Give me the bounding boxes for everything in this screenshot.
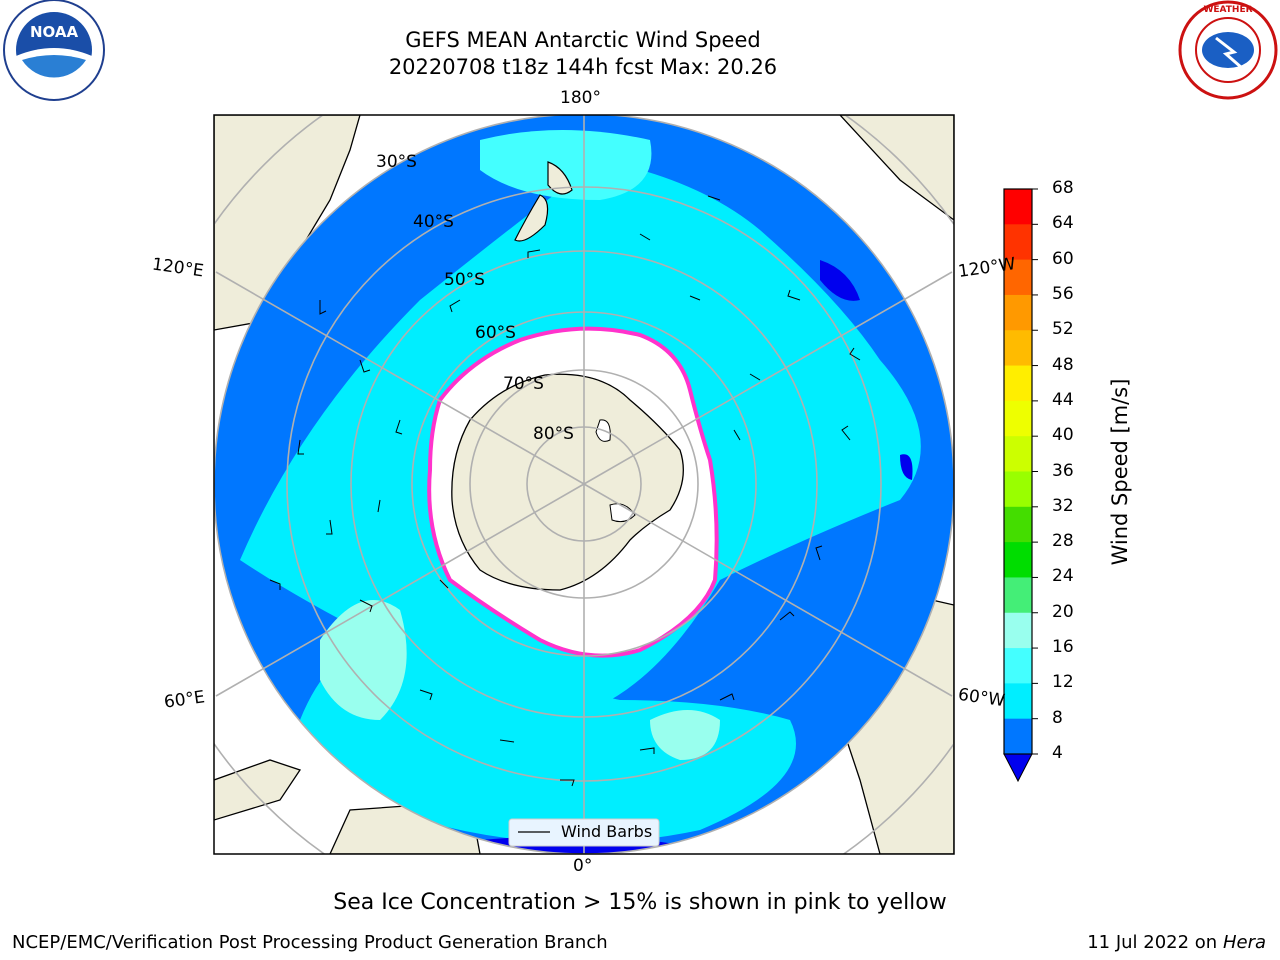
colorbar-segment	[1004, 471, 1032, 508]
colorbar-tick-label: 52	[1052, 319, 1074, 340]
colorbar-tick-label: 32	[1052, 495, 1074, 516]
colorbar-segment	[1004, 683, 1032, 720]
map-subtitle: 20220708 t18z 144h fcst Max: 20.26	[388, 55, 778, 79]
wind-shade-12	[480, 130, 652, 200]
colorbar-segment	[1004, 718, 1032, 755]
colorbar-segment	[1004, 577, 1032, 614]
svg-text:NOAA: NOAA	[30, 23, 79, 41]
colorbar-label: Wind Speed [m/s]	[1108, 378, 1132, 566]
lat-label-50s: 50°S	[444, 270, 485, 290]
wind-barbs	[269, 195, 861, 787]
colorbar-tick-label: 44	[1052, 389, 1074, 410]
colorbar-segment	[1004, 436, 1032, 472]
colorbar-segment	[1004, 294, 1032, 331]
sea-ice-note: Sea Ice Concentration > 15% is shown in …	[333, 890, 947, 915]
colorbar-segment	[1004, 506, 1032, 543]
colorbar-segment	[1004, 400, 1032, 437]
lon-label-0: 0°	[573, 856, 593, 876]
legend-label: Wind Barbs	[561, 822, 653, 841]
colorbar-segment	[1004, 259, 1032, 296]
footer-timestamp: 11 Jul 2022 on Hera	[1087, 932, 1266, 953]
colorbar-segment	[1004, 365, 1032, 402]
map-title: GEFS MEAN Antarctic Wind Speed	[405, 28, 761, 52]
colorbar-tick-label: 56	[1052, 283, 1074, 304]
colorbar-segment	[1004, 330, 1032, 367]
lat-label-70s: 70°S	[503, 374, 544, 394]
colorbar-tick-label: 20	[1052, 601, 1074, 622]
legend-box	[508, 818, 660, 847]
map-frame	[213, 114, 955, 855]
graticule	[214, 115, 954, 854]
colorbar-tick-label: 12	[1052, 672, 1074, 693]
colorbar-segment	[1004, 189, 1032, 225]
lat-label-60s: 60°S	[475, 323, 516, 343]
lat-label-80s: 80°S	[533, 424, 574, 444]
colorbar-segment	[1004, 612, 1032, 649]
colorbar-tick-label: 4	[1052, 743, 1063, 763]
lon-label-180: 180°	[560, 88, 601, 108]
wind-shade-16	[320, 600, 407, 720]
noaa-logo: NOAA	[2, 0, 106, 104]
footer-host: Hera	[1222, 932, 1266, 953]
lat-label-30s: 30°S	[376, 152, 417, 172]
colorbar-tick-label: 68	[1052, 178, 1074, 198]
colorbar-tick-label: 60	[1052, 248, 1074, 269]
antarctica-land	[451, 373, 684, 591]
colorbar-segment	[1004, 224, 1032, 261]
colorbar-segment	[1004, 542, 1032, 578]
nws-logo: WEATHER	[1176, 0, 1280, 104]
colorbar-segment	[1004, 648, 1032, 684]
colorbar-frame	[1003, 188, 1033, 755]
footer-date: 11 Jul 2022 on	[1087, 932, 1223, 953]
svg-text:WEATHER: WEATHER	[1203, 5, 1252, 15]
colorbar-tick-label: 28	[1052, 531, 1074, 552]
colorbar-tick-label: 64	[1052, 213, 1074, 234]
colorbar-tick-label: 24	[1052, 566, 1074, 587]
footer-credit: NCEP/EMC/Verification Post Processing Pr…	[12, 932, 608, 953]
colorbar-tick-label: 8	[1052, 707, 1063, 728]
colorbar	[1004, 188, 1038, 755]
colorbar-extend-arrow	[1003, 753, 1033, 783]
colorbar-tick-label: 40	[1052, 425, 1074, 446]
colorbar-tick-label: 16	[1052, 637, 1074, 658]
colorbar-tick-label: 36	[1052, 460, 1074, 481]
lat-label-40s: 40°S	[413, 212, 454, 232]
colorbar-tick-label: 48	[1052, 354, 1074, 375]
